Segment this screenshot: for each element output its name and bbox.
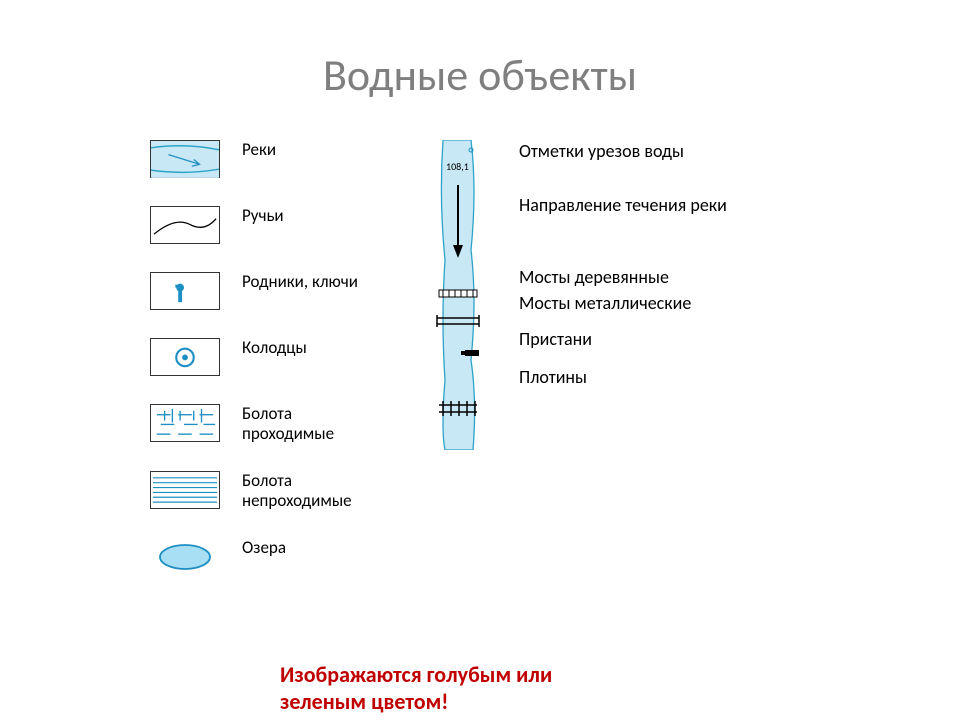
legend-label: Реки: [242, 140, 276, 160]
right-legend: 108,1: [435, 140, 727, 450]
legend-row-rivers: Реки: [150, 140, 372, 178]
right-label-piers: Пристани: [519, 328, 727, 350]
right-label-flowdir: Направление течения реки: [519, 194, 727, 216]
legend-row-swamp-passable: Болота проходимые: [150, 404, 372, 443]
legend-row-springs: Родники, ключи: [150, 272, 372, 310]
symbol-springs: [150, 272, 220, 310]
legend-label: Болота непроходимые: [242, 471, 372, 510]
legend-label: Родники, ключи: [242, 272, 358, 292]
right-label-bridges-wood: Мосты деревянные: [519, 266, 727, 288]
symbol-rivers: [150, 140, 220, 178]
footer-note: Изображаются голубым или зеленым цветом!: [280, 662, 552, 715]
right-label-dams: Плотины: [519, 366, 727, 388]
symbol-streams: [150, 206, 220, 244]
legend-label: Болота проходимые: [242, 404, 372, 443]
legend-label: Колодцы: [242, 338, 307, 358]
symbol-lakes: [150, 538, 220, 576]
elevation-mark-text: 108,1: [446, 160, 469, 173]
legend-label: Ручьи: [242, 206, 284, 226]
symbol-swamp-passable: [150, 404, 220, 442]
left-legend: Реки Ручьи Родники, ключи Колодцы: [150, 140, 372, 576]
legend-row-swamp-impassable: Болота непроходимые: [150, 471, 372, 510]
symbol-wells: [150, 338, 220, 376]
river-strip: 108,1: [435, 140, 481, 450]
footer-line2: зеленым цветом!: [280, 689, 552, 715]
legend-row-streams: Ручьи: [150, 206, 372, 244]
page-title: Водные объекты: [0, 48, 960, 102]
right-label-elev: Отметки урезов воды: [519, 140, 727, 162]
right-labels: Отметки урезов воды Направление течения …: [519, 140, 727, 406]
legend-label: Озера: [242, 538, 286, 558]
footer-line1: Изображаются голубым или: [280, 662, 552, 688]
legend-row-wells: Колодцы: [150, 338, 372, 376]
right-label-bridges-metal: Мосты металлические: [519, 292, 727, 314]
legend-row-lakes: Озера: [150, 538, 372, 576]
symbol-swamp-impassable: [150, 471, 220, 509]
